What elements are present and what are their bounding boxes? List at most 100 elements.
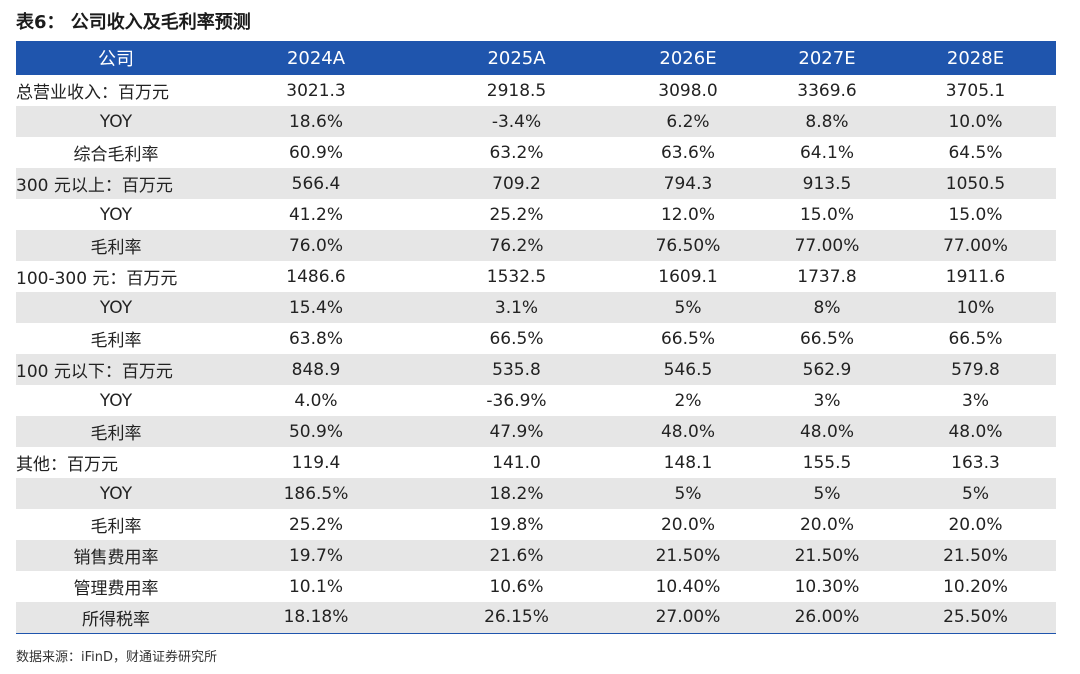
table-cell: 4.0% [294, 390, 338, 411]
table-cell: 25.50% [895, 602, 1056, 634]
table-cell: 3098.0 [658, 80, 718, 101]
table-row: YOY 15.4% 3.1% 5% 8% 10% [16, 292, 1056, 323]
table-cell: 20.0% [660, 514, 715, 535]
table-cell: 64.1% [799, 142, 854, 163]
table-cell: 76.50% [655, 235, 721, 256]
table-cell: 566.4 [291, 173, 341, 194]
table-cell: 27.00% [617, 602, 759, 634]
row-label: 总营业收入：百万元 [16, 83, 169, 103]
table-cell: 8% [813, 297, 841, 318]
header-cell-2025a: 2025A [487, 47, 546, 69]
table-cell: 155.5 [802, 452, 852, 473]
table-cell: 77.00% [943, 235, 1008, 256]
table-cell: 20.0% [799, 514, 854, 535]
table-cell: 10.1% [288, 576, 343, 597]
table-cell: 26.15% [416, 602, 617, 634]
table-cell: 15.4% [288, 297, 343, 318]
table-cell: 48.0% [799, 421, 854, 442]
table-cell: 5% [962, 483, 989, 504]
table-cell: 63.2% [489, 142, 544, 163]
row-label: YOY [99, 483, 133, 504]
table-row: YOY 186.5% 18.2% 5% 5% 5% [16, 478, 1056, 509]
table-cell: 5% [813, 483, 841, 504]
table-cell: 26.00% [759, 602, 895, 634]
table-cell: 8.8% [805, 111, 849, 132]
row-label: 毛利率 [90, 238, 142, 258]
row-label: 300 元以上：百万元 [16, 176, 173, 196]
row-label: YOY [99, 390, 133, 411]
table-cell: 186.5% [283, 483, 349, 504]
table-cell: 5% [674, 483, 702, 504]
header-cell-2024a: 2024A [286, 47, 346, 69]
table-cell: 913.5 [802, 173, 852, 194]
table-cell: 5% [674, 297, 702, 318]
table-row: 总营业收入：百万元 3021.3 2918.5 3098.0 3369.6 3705.1 [16, 75, 1056, 106]
table-cell: 19.7% [288, 545, 343, 566]
row-label: YOY [99, 297, 133, 318]
table-cell: 48.0% [948, 421, 1003, 442]
table-cell: 1609.1 [658, 266, 718, 287]
table-cell: 3.1% [494, 297, 539, 318]
table-cell: 6.2% [666, 111, 710, 132]
table-cell: 41.2% [288, 204, 343, 225]
source-note: 数据来源：iFinD，财通证券研究所 [16, 650, 218, 665]
table-row: 100-300 元：百万元 1486.6 1532.5 1609.1 1737.8 191… [16, 261, 1056, 292]
row-label: 100-300 元：百万元 [16, 269, 178, 289]
table-row: 毛利率 63.8% 66.5% 66.5% 66.5% 66.5% [16, 323, 1056, 354]
table-cell: 48.0% [660, 421, 715, 442]
table-row: 300 元以上：百万元 566.4 709.2 794.3 913.5 1050.5 [16, 168, 1056, 199]
table-cell: 709.2 [492, 173, 541, 194]
table-cell: 18.6% [288, 111, 343, 132]
table-row: 毛利率 76.0% 76.2% 76.50% 77.00% 77.00% [16, 230, 1056, 261]
table-cell: 1486.6 [286, 266, 346, 287]
table-cell: 76.2% [489, 235, 544, 256]
table-cell: 19.8% [489, 514, 544, 535]
table-row: 管理费用率 10.1% 10.6% 10.40% 10.30% 10.20% [16, 571, 1056, 602]
table-row: 所得税率 18.18% 26.15% 27.00% 26.00% 25.50% [16, 602, 1056, 634]
header-cell-2026e: 2026E [659, 47, 717, 69]
row-label: 毛利率 [90, 424, 142, 444]
table-cell: 76.0% [288, 235, 343, 256]
table-cell: 1532.5 [486, 266, 547, 287]
table-cell: 3% [813, 390, 841, 411]
table-row: YOY 18.6% -3.4% 6.2% 8.8% 10.0% [16, 106, 1056, 137]
table-cell: 77.00% [794, 235, 860, 256]
table-cell: 10% [956, 297, 995, 318]
table-cell: 63.8% [288, 328, 343, 349]
table-row: 100 元以下：百万元 848.9 535.8 546.5 562.9 579.8 [16, 354, 1056, 385]
row-label: YOY [99, 111, 133, 132]
header-cell-2028e: 2028E [946, 47, 1005, 69]
table-cell: 21.50% [794, 545, 860, 566]
table-cell: 1911.6 [945, 266, 1006, 287]
table-cell: 3705.1 [945, 80, 1006, 101]
table-cell: 1050.5 [945, 173, 1006, 194]
row-label: YOY [99, 204, 133, 225]
table-cell: 579.8 [951, 359, 1000, 380]
table-cell: 66.5% [489, 328, 544, 349]
table-body: 总营业收入：百万元 3021.3 2918.5 3098.0 3369.6 3705.1 Y… [16, 75, 1056, 634]
table-cell: 15.0% [799, 204, 854, 225]
table-cell: 2918.5 [486, 80, 547, 101]
table-cell: 546.5 [663, 359, 713, 380]
table-cell: 50.9% [288, 421, 343, 442]
table-cell: 18.2% [489, 483, 544, 504]
table-cell: 63.6% [660, 142, 715, 163]
table-row: 综合毛利率 60.9% 63.2% 63.6% 64.1% 64.5% [16, 137, 1056, 168]
table-row: 毛利率 25.2% 19.8% 20.0% 20.0% 20.0% [16, 509, 1056, 540]
table-row: YOY 4.0% -36.9% 2% 3% 3% [16, 385, 1056, 416]
table-cell: 60.9% [288, 142, 343, 163]
table-cell: -3.4% [491, 111, 542, 132]
table-title: 表6： 公司收入及毛利率预测 [16, 12, 251, 33]
table-cell: 141.0 [492, 452, 541, 473]
table-cell: 47.9% [489, 421, 544, 442]
table-cell: 2% [674, 390, 702, 411]
row-label: 其他：百万元 [16, 455, 118, 475]
row-label: 管理费用率 [73, 579, 159, 599]
table-cell: 119.4 [291, 452, 341, 473]
table-cell: 163.3 [951, 452, 1000, 473]
table-cell: 794.3 [663, 173, 713, 194]
table-cell: 10.40% [655, 576, 721, 597]
table-cell: 12.0% [660, 204, 715, 225]
table-cell: 148.1 [663, 452, 713, 473]
table-cell: 562.9 [802, 359, 852, 380]
